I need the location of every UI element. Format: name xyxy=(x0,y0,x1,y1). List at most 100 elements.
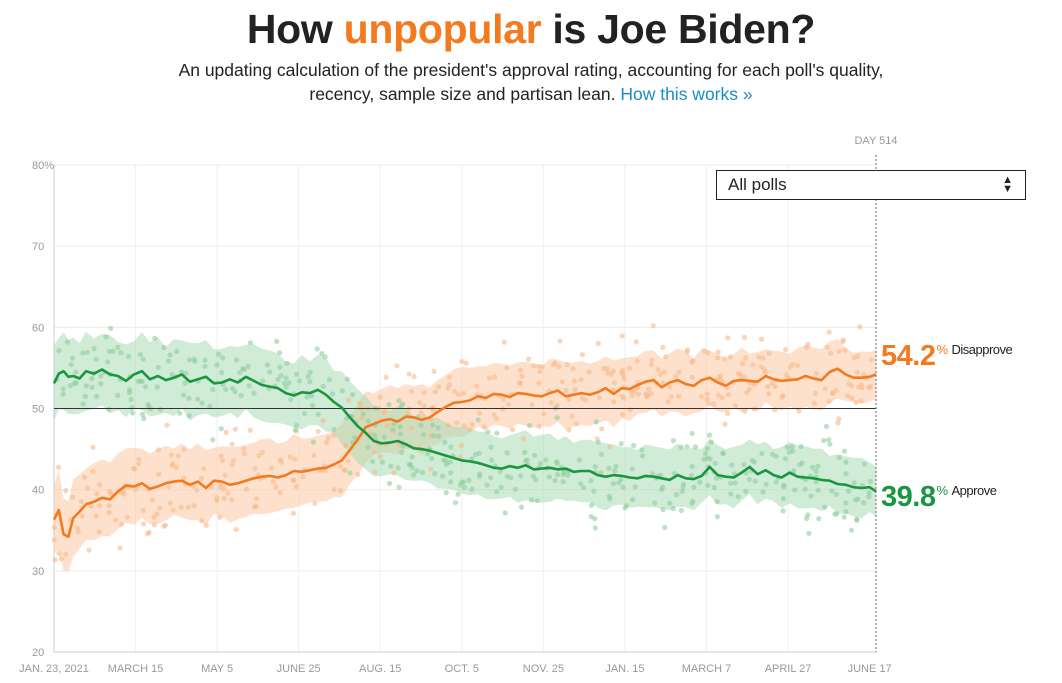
approve-poll-dot xyxy=(64,339,70,345)
poll-filter-select[interactable]: All polls ▲ ▼ xyxy=(716,170,1026,200)
approve-poll-dot xyxy=(782,456,788,462)
disapprove-poll-dot xyxy=(337,463,343,469)
disapprove-poll-dot xyxy=(229,441,235,447)
approve-poll-dot xyxy=(219,369,225,376)
disapprove-poll-dot xyxy=(573,421,580,427)
disapprove-poll-dot xyxy=(151,522,158,528)
disapprove-poll-dot xyxy=(756,354,762,360)
approve-poll-dot xyxy=(534,498,540,504)
x-tick-label: OCT. 5 xyxy=(445,663,479,675)
disapprove-poll-dot xyxy=(474,383,480,389)
disapprove-poll-dot xyxy=(655,367,661,373)
disapprove-poll-dot xyxy=(312,500,318,506)
disapprove-poll-dot xyxy=(500,406,506,412)
approve-poll-dot xyxy=(843,509,849,515)
approve-poll-dot xyxy=(186,395,192,401)
approve-poll-dot xyxy=(554,459,560,465)
disapprove-poll-dot xyxy=(725,391,731,398)
disapprove-poll-dot xyxy=(627,365,633,371)
disapprove-poll-dot xyxy=(836,416,842,422)
disapprove-poll-dot xyxy=(417,400,423,406)
x-tick-label: MARCH 15 xyxy=(108,663,164,675)
approve-poll-dot xyxy=(554,472,561,478)
disapprove-poll-dot xyxy=(648,362,655,368)
disapprove-poll-dot xyxy=(722,356,728,362)
approve-poll-dot xyxy=(89,384,95,391)
disapprove-poll-dot xyxy=(203,522,209,529)
approve-poll-dot xyxy=(157,406,164,413)
approve-poll-dot xyxy=(826,437,832,443)
approve-poll-dot xyxy=(218,426,224,432)
disapprove-poll-dot xyxy=(384,423,390,429)
approve-poll-dot xyxy=(386,402,392,408)
approve-poll-dot xyxy=(379,459,386,465)
disapprove-poll-dot xyxy=(325,435,331,441)
approve-poll-dot xyxy=(68,383,74,389)
disapprove-poll-dot xyxy=(168,452,174,458)
disapprove-poll-dot xyxy=(856,384,862,390)
disapprove-poll-dot xyxy=(241,446,247,452)
disapprove-poll-dot xyxy=(611,380,618,386)
approve-poll-dot xyxy=(126,353,132,359)
approve-poll-dot xyxy=(851,480,857,486)
disapprove-poll-dot xyxy=(650,323,656,329)
approve-poll-dot xyxy=(455,491,461,497)
how-this-works-link[interactable]: How this works » xyxy=(620,84,753,104)
approve-poll-dot xyxy=(409,454,415,460)
approve-poll-dot xyxy=(524,457,530,463)
approve-poll-dot xyxy=(552,477,558,484)
disapprove-poll-dot xyxy=(620,372,626,378)
disapprove-poll-dot xyxy=(758,364,764,370)
disapprove-poll-dot xyxy=(579,352,586,358)
disapprove-poll-dot xyxy=(166,484,172,490)
approve-poll-dot xyxy=(365,444,371,450)
disapprove-poll-dot xyxy=(218,453,224,459)
approve-poll-dot xyxy=(448,470,454,476)
approve-poll-dot xyxy=(841,514,847,520)
approve-poll-dot xyxy=(264,362,271,368)
x-tick-label: MAY 5 xyxy=(201,663,233,675)
approve-poll-dot xyxy=(855,496,861,502)
disapprove-poll-dot xyxy=(461,390,467,396)
approve-poll-dot xyxy=(278,373,284,379)
approve-poll-dot xyxy=(191,356,197,362)
disapprove-poll-dot xyxy=(833,387,839,393)
y-tick-label: 40 xyxy=(32,485,44,497)
x-tick-label: JAN. 15 xyxy=(605,663,644,675)
disapprove-poll-dot xyxy=(857,324,863,330)
approve-poll-dot xyxy=(435,425,441,431)
approve-poll-dot xyxy=(421,432,427,438)
approve-poll-dot xyxy=(381,434,387,440)
x-tick-label: NOV. 25 xyxy=(523,663,564,675)
approve-poll-dot xyxy=(804,515,810,522)
approve-poll-dot xyxy=(593,419,599,425)
disapprove-poll-dot xyxy=(501,339,507,345)
disapprove-poll-dot xyxy=(164,422,170,428)
disapprove-poll-dot xyxy=(517,367,524,373)
disapprove-poll-dot xyxy=(611,399,617,405)
disapprove-poll-dot xyxy=(772,407,778,413)
approve-poll-dot xyxy=(691,484,697,490)
approve-poll-dot xyxy=(267,369,273,375)
disapprove-poll-dot xyxy=(106,509,112,516)
disapprove-poll-dot xyxy=(607,444,613,450)
approve-poll-dot xyxy=(274,338,280,344)
approve-poll-dot xyxy=(866,490,872,496)
approve-poll-dot xyxy=(98,373,104,379)
disapprove-poll-dot xyxy=(277,490,283,496)
approve-poll-dot xyxy=(320,383,326,389)
disapprove-poll-dot xyxy=(742,408,748,414)
approve-poll-dot xyxy=(452,500,458,506)
approve-poll-dot xyxy=(704,446,711,452)
disapprove-poll-dot xyxy=(649,357,655,363)
disapprove-poll-dot xyxy=(619,333,625,339)
disapprove-poll-dot xyxy=(117,545,123,551)
approve-poll-dot xyxy=(843,459,849,465)
disapprove-poll-dot xyxy=(232,426,238,432)
approve-poll-dot xyxy=(798,443,804,449)
disapprove-poll-dot xyxy=(269,465,275,471)
disapprove-poll-dot xyxy=(320,418,326,424)
approve-poll-dot xyxy=(707,456,713,462)
disapprove-poll-dot xyxy=(673,374,679,380)
